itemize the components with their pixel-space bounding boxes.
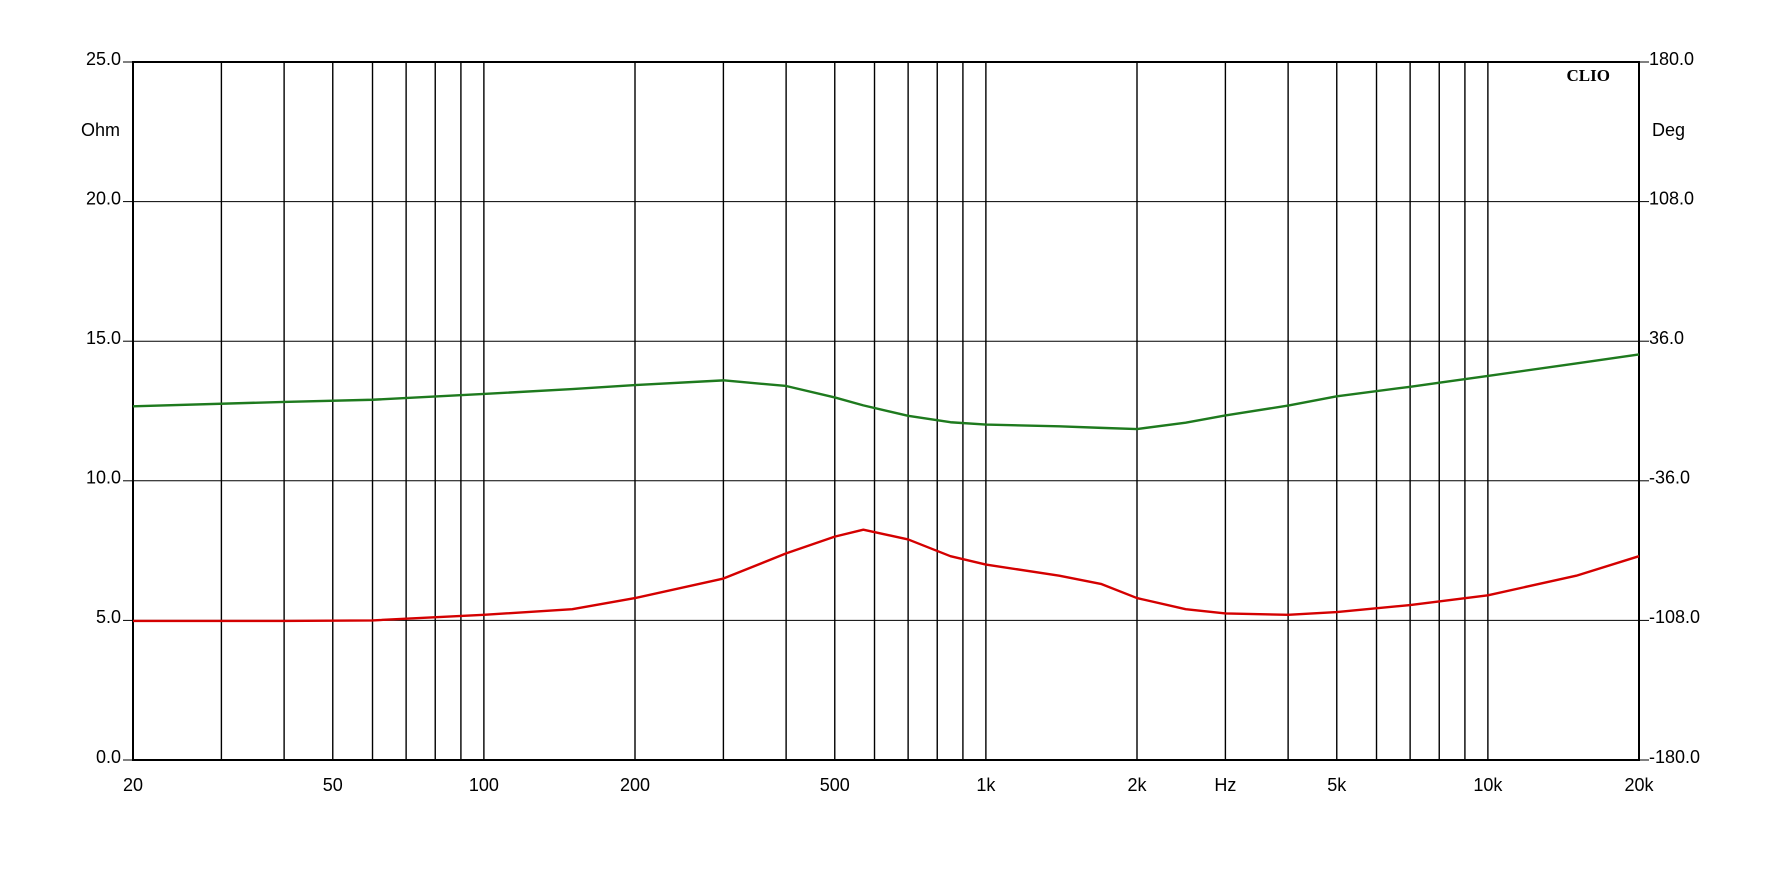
y2-tick-label: 180.0 — [1649, 49, 1694, 69]
y-tick-label: 0.0 — [96, 747, 121, 767]
y2-tick-label: 36.0 — [1649, 328, 1684, 348]
x-tick-label: 20 — [123, 775, 143, 795]
annotation: CLIO — [1567, 66, 1610, 85]
x-tick-label: 500 — [820, 775, 850, 795]
line-series — [132, 353, 1640, 431]
x-tick-label: 1k — [976, 775, 996, 795]
y-tick-label: 15.0 — [86, 328, 121, 348]
y2-axis-label: Deg — [1652, 120, 1685, 140]
x-tick-label: 20k — [1624, 775, 1654, 795]
x-tick-label: 50 — [323, 775, 343, 795]
x-tick-label: 5k — [1327, 775, 1347, 795]
y-tick-label: 25.0 — [86, 49, 121, 69]
x-axis-label: Hz — [1214, 775, 1236, 795]
y-tick-label: 20.0 — [86, 188, 121, 208]
line-series — [133, 528, 1640, 623]
y2-tick-label: 108.0 — [1649, 188, 1694, 208]
x-tick-label: 2k — [1127, 775, 1147, 795]
x-tick-label: 100 — [469, 775, 499, 795]
y-axis-label: Ohm — [81, 120, 120, 140]
plot-frame — [132, 61, 1640, 761]
y2-tick-label: -108.0 — [1649, 607, 1700, 627]
x-tick-label: 10k — [1473, 775, 1503, 795]
y-tick-label: 5.0 — [96, 607, 121, 627]
x-tick-label: 200 — [620, 775, 650, 795]
y2-tick-label: -36.0 — [1649, 468, 1690, 488]
y2-tick-label: -180.0 — [1649, 747, 1700, 767]
y-tick-label: 10.0 — [86, 468, 121, 488]
